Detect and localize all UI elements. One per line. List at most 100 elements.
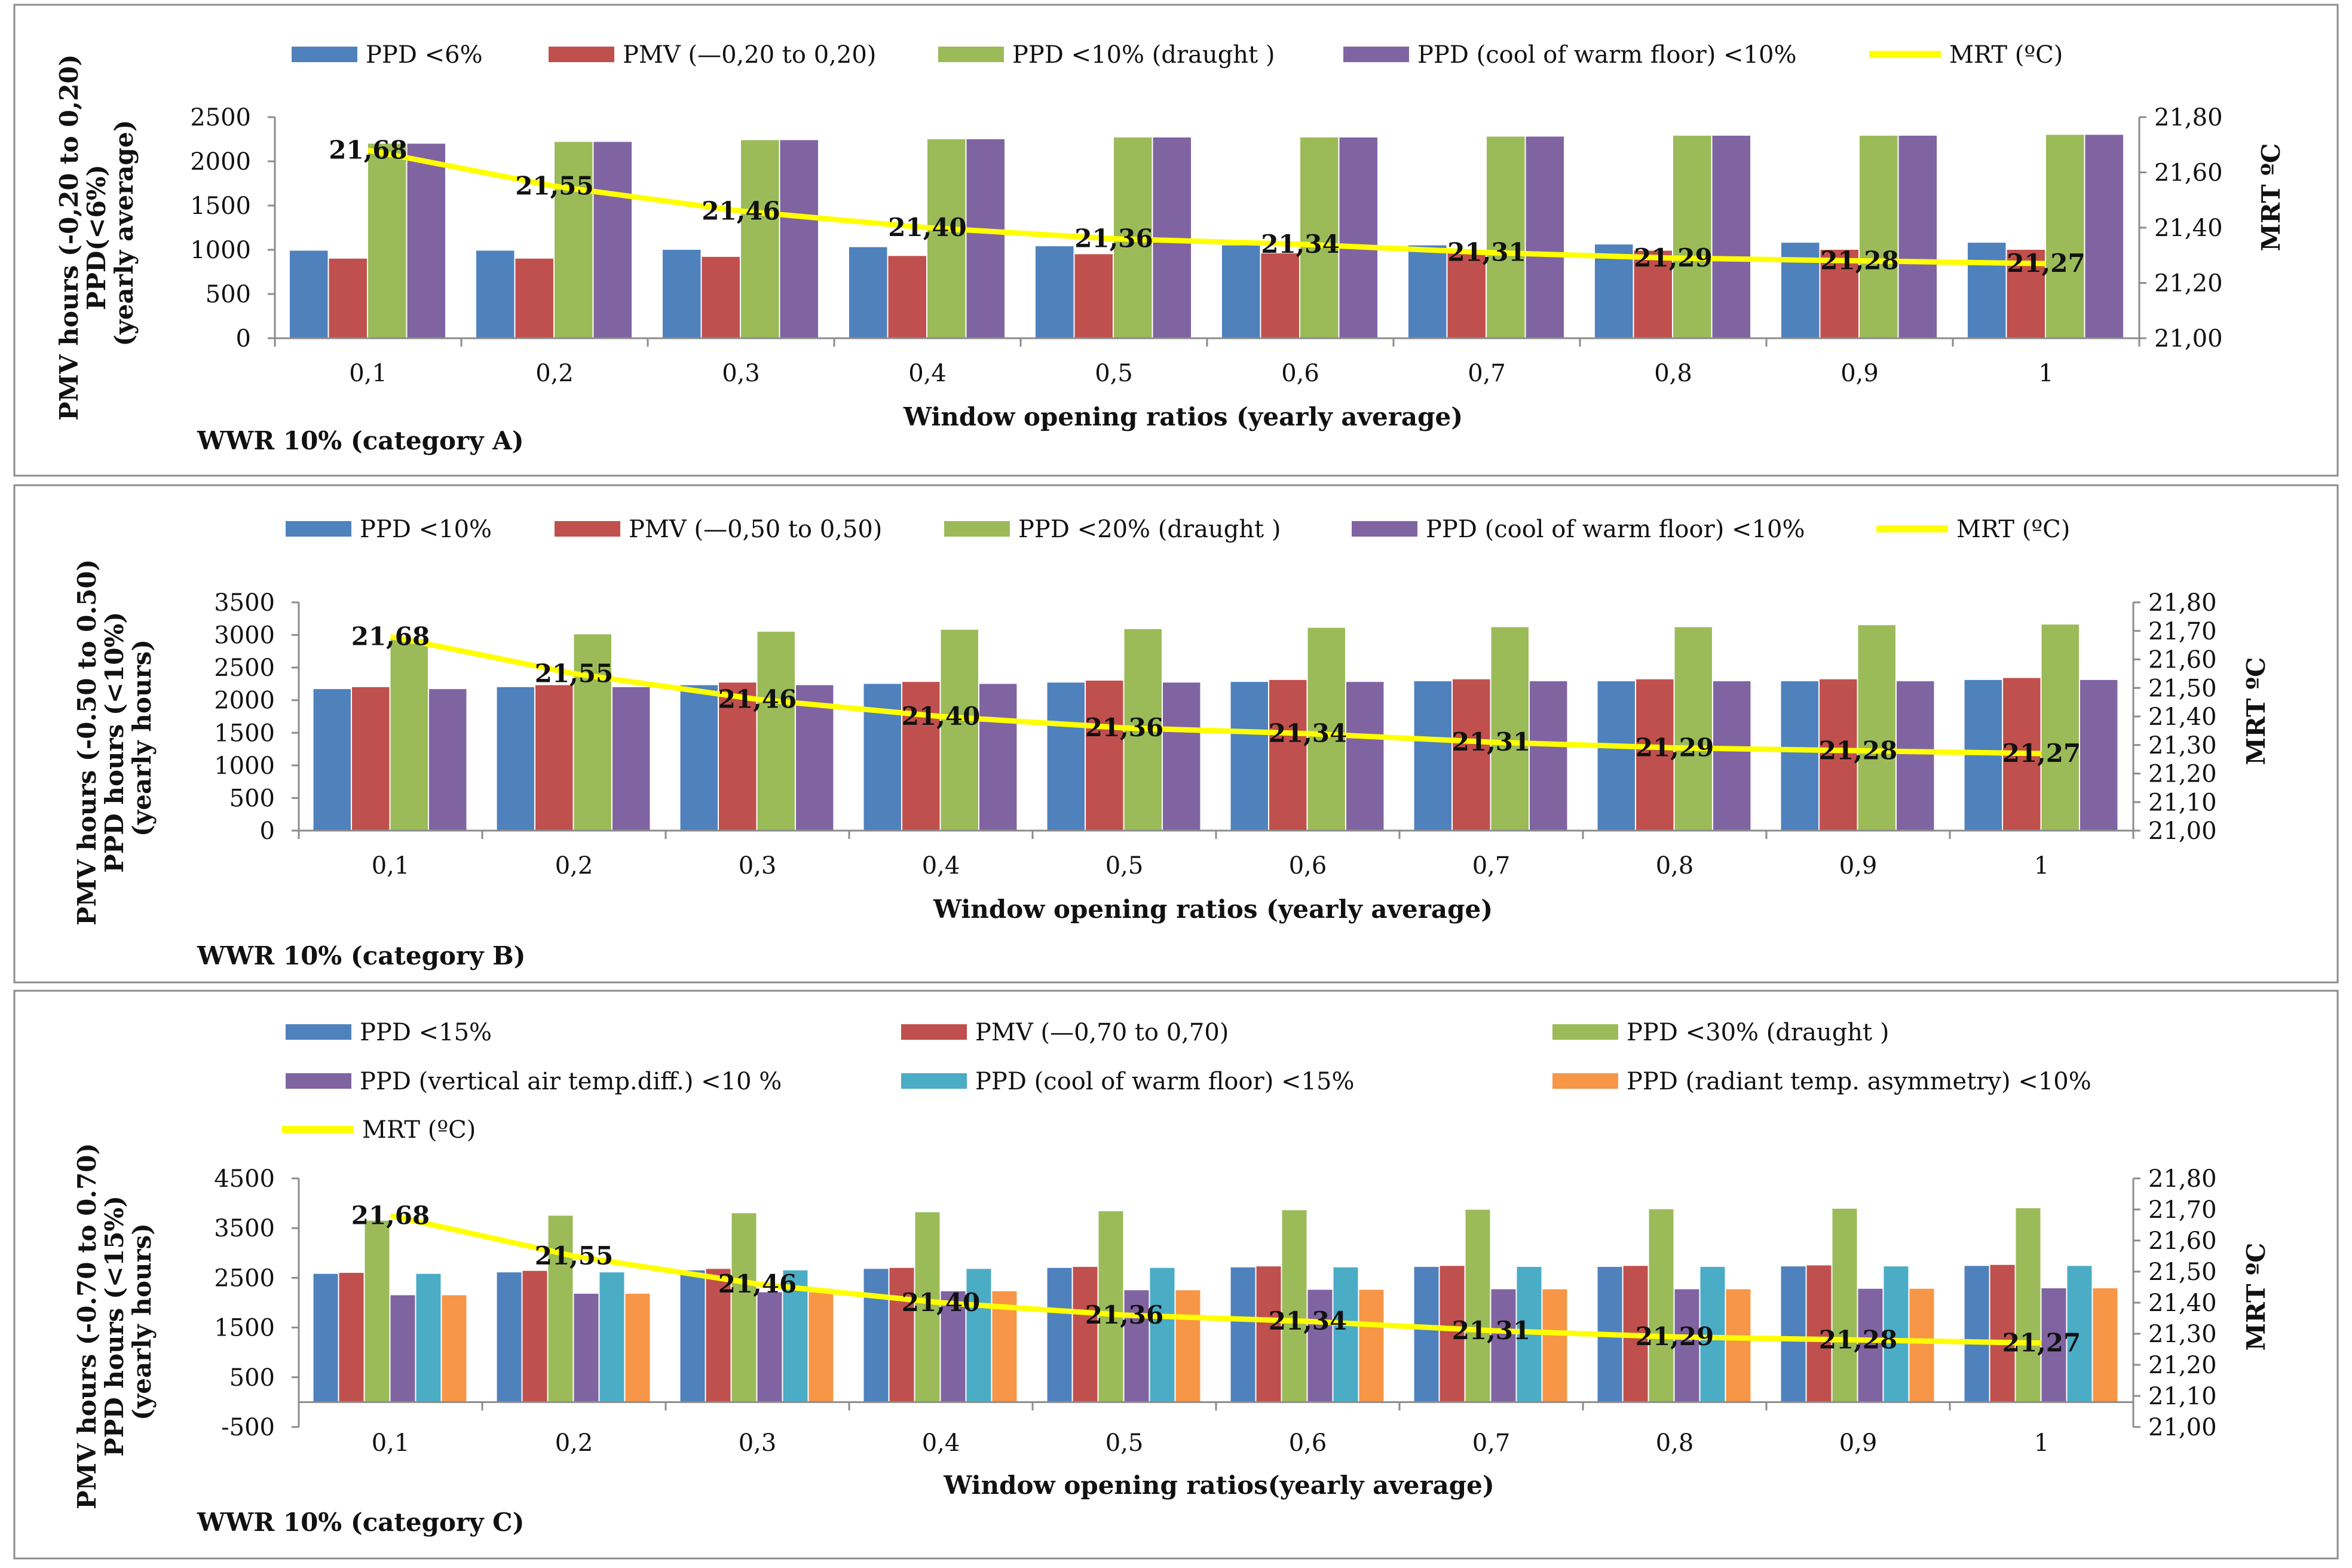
bar — [1230, 682, 1269, 831]
bar — [329, 258, 367, 338]
legend-label: PPD <10% (draught ) — [1012, 41, 1275, 69]
bar — [1674, 1289, 1699, 1402]
bar — [1487, 136, 1525, 338]
legend: PPD <15% PMV (—0,70 to 0,70) PPD <30% (d… — [282, 1019, 2091, 1144]
legend-swatch — [292, 47, 357, 62]
y-tick-label: 4500 — [214, 1165, 275, 1193]
panel-caption: WWR 10% (category A) — [197, 426, 524, 455]
bar — [1124, 1290, 1149, 1402]
bar — [365, 1220, 390, 1402]
bar — [2016, 1208, 2041, 1402]
bar — [2085, 134, 2124, 338]
bar — [1967, 243, 2006, 338]
bar — [1440, 1266, 1465, 1402]
bar — [2067, 1266, 2092, 1402]
x-tick-label: 0,7 — [1468, 360, 1506, 387]
bar — [1221, 245, 1260, 338]
bar — [1529, 681, 1567, 831]
x-tick-label: 0,7 — [1472, 852, 1511, 880]
bar — [1453, 679, 1490, 831]
mrt-data-label: 21,36 — [1085, 1300, 1164, 1330]
legend-label: PPD <10% — [360, 516, 492, 543]
mrt-line — [368, 148, 2047, 267]
x-tick-label: 0,4 — [922, 1429, 960, 1457]
legend-swatch — [286, 1024, 351, 1040]
mrt-data-label: 21,36 — [1085, 713, 1164, 742]
y-tick-label: 1500 — [214, 719, 275, 747]
mrt-data-label: 21,27 — [2002, 739, 2081, 768]
legend-label: PMV (—0,20 to 0,20) — [623, 41, 876, 69]
x-tick-label: 1 — [2034, 852, 2049, 880]
bar — [2046, 134, 2084, 338]
bar — [2041, 624, 2079, 831]
panel-category-a: PPD <6% PMV (—0,20 to 0,20) PPD <10% (dr… — [13, 4, 2339, 477]
y2-tick-label: 21,30 — [2148, 1321, 2217, 1348]
bar — [1491, 627, 1529, 831]
bar — [1261, 253, 1299, 338]
bar — [1333, 1267, 1358, 1402]
x-tick-label: 0,3 — [739, 852, 777, 880]
mrt-line — [390, 633, 2042, 757]
mrt-data-label: 21,55 — [535, 659, 614, 688]
bar — [1339, 137, 1378, 339]
bar — [902, 682, 940, 831]
legend-swatch — [286, 521, 351, 537]
bar — [442, 1295, 467, 1402]
bar — [1230, 1267, 1255, 1402]
bar — [1074, 254, 1113, 338]
legend-label: PPD (cool of warm floor) <10% — [1426, 516, 1805, 543]
y-tick-label: 500 — [229, 785, 275, 812]
y2-tick-label: 21,00 — [2154, 325, 2223, 353]
bar — [680, 1270, 705, 1402]
x-axis-title: Window opening ratios (yearly average) — [933, 895, 1493, 924]
bar — [1465, 1209, 1490, 1402]
x-tick-label: 0,1 — [349, 360, 387, 387]
bar — [1634, 250, 1672, 338]
mrt-data-label: 21,31 — [1452, 1316, 1531, 1345]
y-tick-label: 2500 — [214, 1264, 275, 1292]
legend-label: PPD (cool of warm floor) <10% — [1417, 41, 1796, 69]
bar — [407, 143, 446, 338]
legend-swatch — [555, 521, 620, 537]
bar — [390, 639, 428, 831]
y2-tick-label: 21,00 — [2148, 1414, 2217, 1441]
bar — [1086, 680, 1123, 831]
mrt-data-label: 21,34 — [1261, 229, 1340, 259]
bar — [1359, 1290, 1384, 1402]
mrt-data-label: 21,29 — [1634, 243, 1713, 272]
legend-swatch — [901, 1073, 967, 1089]
bar — [863, 684, 902, 831]
legend-swatch — [938, 47, 1004, 62]
y2-axis-title: MRT ºC — [2241, 657, 2271, 765]
bar — [1162, 682, 1200, 831]
bar — [941, 629, 978, 831]
legend-label: PPD <15% — [360, 1019, 492, 1046]
bar — [1781, 1266, 1806, 1402]
plot-area: 050010001500200025003000350021,0021,1021… — [214, 589, 2216, 880]
mrt-data-label: 21,29 — [1636, 733, 1714, 762]
bar — [390, 1295, 415, 1402]
bar — [289, 250, 328, 338]
mrt-data-label: 21,68 — [329, 136, 408, 165]
x-tick-label: 0,1 — [372, 1429, 410, 1457]
bar — [476, 250, 514, 338]
bar — [1898, 136, 1937, 338]
legend-swatch — [944, 521, 1010, 537]
y2-tick-label: 21,30 — [2148, 732, 2217, 760]
bar — [966, 139, 1005, 338]
y2-tick-label: 21,50 — [2148, 675, 2217, 702]
bar — [1175, 1290, 1200, 1402]
legend: PPD <6% PMV (—0,20 to 0,20) PPD <10% (dr… — [292, 41, 2063, 69]
x-tick-label: 0,6 — [1281, 360, 1319, 387]
bar — [1594, 244, 1633, 338]
panel-category-b: PPD <10% PMV (—0,50 to 0,50) PPD <20% (d… — [13, 484, 2339, 984]
x-tick-label: 0,5 — [1105, 1429, 1144, 1457]
plot-area: -500 500 1500 2500 3500 4500 21,00 21,10 21,20 21… — [214, 1165, 2216, 1457]
x-tick-label: 0,1 — [372, 852, 410, 880]
bar — [1597, 681, 1636, 831]
x-tick-label: 0,8 — [1656, 852, 1694, 880]
y2-tick-label: 21,70 — [2148, 1196, 2217, 1224]
bar — [548, 1215, 573, 1402]
bar — [863, 1269, 889, 1402]
